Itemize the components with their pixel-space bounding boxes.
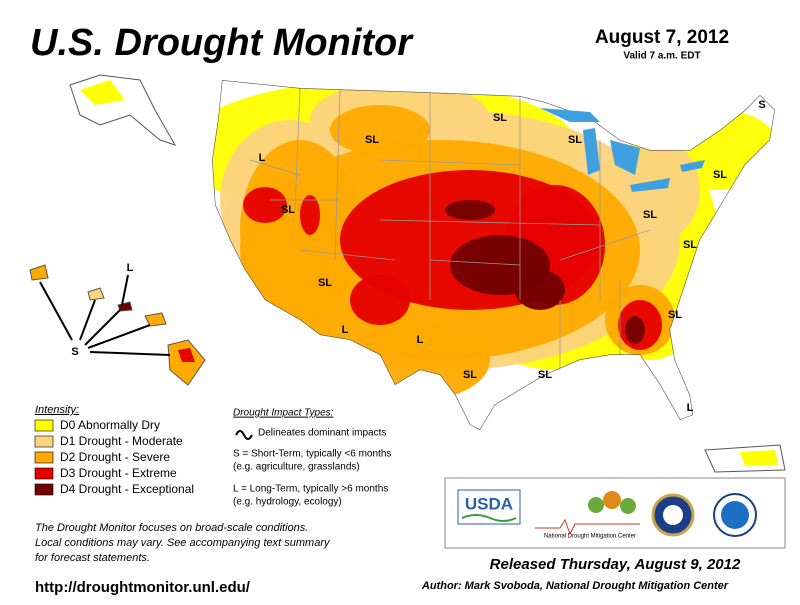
drought-area (240, 140, 360, 320)
impact-line: Delineates dominant impacts (258, 428, 386, 439)
legend-label: D3 Drought - Extreme (60, 466, 177, 480)
great-lakes (540, 108, 705, 192)
impact-short: S = Short-Term, typically <6 months (233, 449, 391, 460)
ndmc-text: National Drought Mitigation Center (544, 534, 636, 540)
title: U.S. Drought Monitor (30, 22, 414, 64)
outlying-areas (29, 74, 786, 473)
impact-label: SL (683, 239, 697, 251)
impact-label: SL (713, 169, 727, 181)
released: Released Thursday, August 9, 2012 (490, 556, 741, 573)
legend-label: D2 Drought - Severe (60, 450, 170, 464)
impact-label: SL (318, 277, 332, 289)
impact-long-eg: (e.g. hydrology, ecology) (233, 497, 342, 508)
legend-swatch (34, 451, 54, 464)
drought-area (445, 200, 495, 220)
drought-area (300, 195, 320, 235)
usda-swoosh (461, 514, 517, 522)
impact-label: SL (668, 309, 682, 321)
impact-long: L = Long-Term, typically >6 months (233, 484, 388, 495)
legend: D0 Abnormally Dry D1 Drought - Moderate D2… (34, 418, 194, 496)
note-line: for forecast statements. (35, 552, 150, 564)
drought-area (330, 105, 430, 155)
legend-label: D4 Drought - Exceptional (60, 482, 194, 496)
drought-area (243, 187, 287, 223)
legend-label: D0 Abnormally Dry (60, 418, 160, 432)
big-island-d3 (178, 348, 195, 362)
legend-swatch (34, 483, 54, 496)
noaa-seal-center (721, 501, 749, 529)
impact-line-icon (235, 430, 253, 440)
impact-short-eg: (e.g. agriculture, grasslands) (233, 462, 360, 473)
note-line: The Drought Monitor focuses on broad-sca… (35, 522, 308, 534)
legend-label: D1 Drought - Moderate (60, 434, 183, 448)
impact-label: SL (643, 209, 657, 221)
puerto-rico-d0 (740, 450, 778, 466)
logo-box: USDA National Drought Mitigation Center (444, 477, 786, 549)
author: Author: Mark Svoboda, National Drought M… (421, 580, 729, 592)
impact-label: SL (365, 134, 379, 146)
impact-label: L (342, 324, 349, 336)
ndmc-trees (588, 491, 636, 514)
impact-label: L (687, 402, 694, 414)
legend-swatch (34, 435, 54, 448)
valid-time: Valid 7 a.m. EDT (623, 51, 700, 62)
doc-seal-center (663, 505, 683, 525)
kauai (29, 264, 49, 281)
big-island (167, 339, 206, 386)
note-line: Local conditions may vary. See accompany… (35, 537, 331, 549)
usda-text: USDA (465, 494, 513, 513)
impact-label: SL (463, 369, 477, 381)
impact-label: SL (568, 134, 582, 146)
drought-area (350, 275, 410, 325)
legend-swatch (34, 467, 54, 480)
legend-swatch (34, 419, 54, 432)
drought-area (515, 270, 565, 310)
date: August 7, 2012 (595, 27, 729, 48)
ndmc-line (535, 518, 640, 536)
maui (144, 312, 167, 327)
impact-label: L (259, 152, 266, 164)
drought-area (625, 316, 645, 344)
conus-outline (212, 80, 775, 430)
impact-label: L (127, 262, 134, 274)
oahu (87, 287, 105, 301)
alaska-d0 (80, 80, 125, 105)
impact-label: SL (493, 112, 507, 124)
impact-label: L (417, 334, 424, 346)
url[interactable]: http://droughtmonitor.unl.edu/ (35, 579, 251, 596)
impact-label: SL (538, 369, 552, 381)
impact-label: SL (281, 204, 295, 216)
impact-label: S (71, 346, 78, 358)
hawaii-pointers (39, 274, 171, 356)
legend-title: Intensity: (35, 404, 79, 416)
state-lines (249, 87, 651, 380)
impact-title: Drought Impact Types: (233, 408, 334, 419)
impact-label: S (758, 99, 765, 111)
